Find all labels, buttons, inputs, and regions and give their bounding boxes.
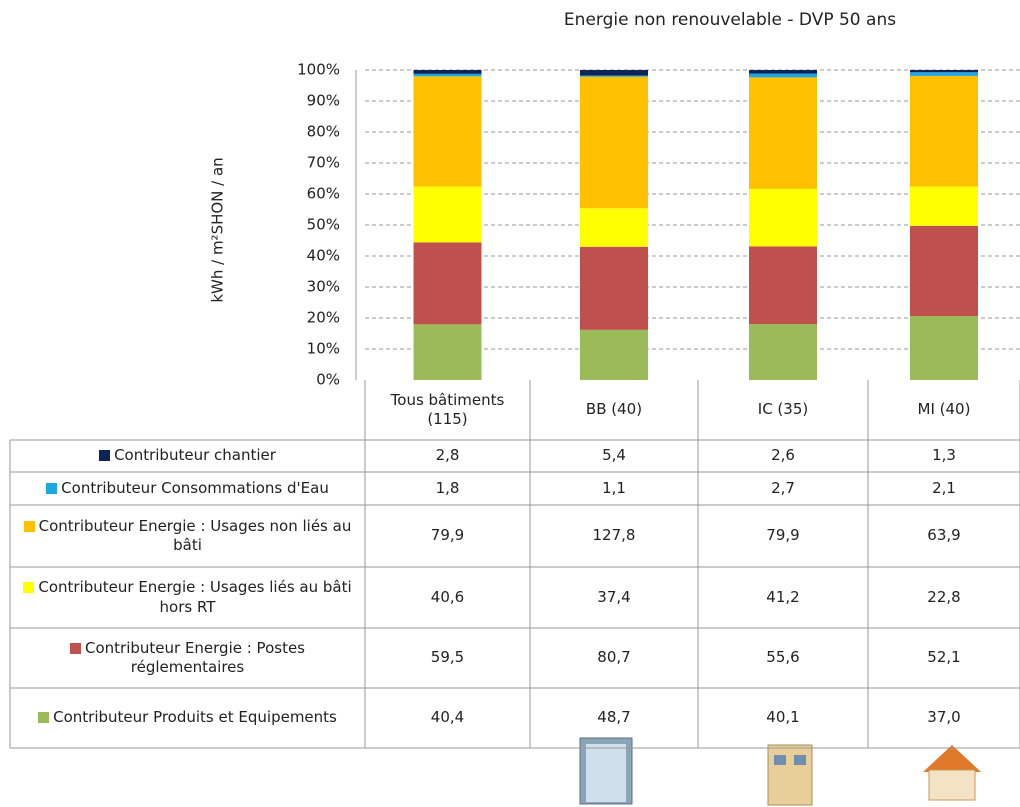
value-cell: 40,6 — [430, 587, 465, 606]
bar-segment — [413, 186, 482, 243]
bar-segment — [910, 315, 978, 380]
value-cell: 48,7 — [597, 708, 631, 727]
legend-cell: Contributeur Produits et Equipements — [10, 688, 365, 748]
y-tick-label: 0% — [316, 371, 340, 389]
y-tick-label: 100% — [297, 61, 340, 79]
bar-segment — [910, 70, 978, 73]
y-tick-label: 10% — [307, 340, 340, 358]
y-axis-label: kWh / m²SHON / an — [209, 157, 227, 302]
legend-swatch — [69, 642, 81, 654]
icon-building — [767, 744, 813, 806]
bar-segment — [580, 70, 648, 76]
category-header: IC (35) — [757, 400, 809, 419]
legend-cell: Contributeur Consommations d'Eau — [10, 472, 365, 505]
bar-segment — [749, 70, 817, 74]
value-cell: 41,2 — [766, 587, 800, 606]
legend-label: Contributeur Energie : Usages non liés a… — [38, 516, 352, 555]
bar-segment — [580, 76, 648, 209]
y-tick-label: 30% — [307, 278, 340, 296]
legend-entry: Contributeur Energie : Postes réglementa… — [14, 639, 361, 678]
bar-segment — [580, 329, 648, 380]
bar-segment — [580, 208, 648, 247]
value-cell: 2,7 — [771, 478, 795, 497]
bar-segment — [749, 77, 817, 189]
value-cell: 55,6 — [766, 648, 800, 667]
y-tick-label: 80% — [307, 123, 340, 141]
icons — [579, 737, 981, 806]
icon-tower-glass — [586, 744, 626, 802]
value-cell: 52,1 — [927, 648, 961, 667]
bar-segment — [910, 225, 978, 316]
legend-entry: Contributeur Consommations d'Eau — [46, 479, 329, 499]
bar-segment — [413, 242, 482, 325]
bar-segment — [910, 75, 978, 187]
value-cell: 40,1 — [766, 708, 800, 727]
bar-segment — [749, 324, 817, 380]
icon-roof — [923, 745, 981, 772]
icon-window — [794, 755, 806, 765]
value-cell: 59,5 — [430, 648, 465, 667]
legend-swatch — [23, 582, 35, 593]
icon-house — [928, 769, 976, 801]
y-tick-label: 70% — [307, 154, 340, 172]
y-tick-label: 50% — [307, 216, 340, 234]
value-cell: 2,1 — [932, 478, 956, 497]
y-tick-label: 20% — [307, 309, 340, 327]
legend-entry: Contributeur Produits et Equipements — [38, 708, 337, 728]
value-cell: 127,8 — [592, 526, 636, 545]
bar-segment — [910, 72, 978, 76]
value-cell: 79,9 — [766, 526, 800, 545]
value-cell: 22,8 — [927, 587, 961, 606]
legend-label: Contributeur chantier — [114, 446, 276, 465]
bar-segment — [413, 76, 482, 187]
chart-title: Energie non renouvelable - DVP 50 ans — [564, 10, 896, 30]
legend-swatch — [46, 482, 58, 494]
bar-segment — [413, 70, 482, 74]
legend-swatch — [38, 712, 50, 724]
y-tick-label: 90% — [307, 92, 340, 110]
bar-segment — [910, 186, 978, 226]
value-cell: 1,8 — [435, 478, 460, 497]
icon-window — [774, 755, 786, 765]
value-cell: 37,0 — [927, 708, 961, 727]
value-cell: 2,8 — [435, 446, 460, 465]
bar-segment — [749, 73, 817, 78]
legend-entry: Contributeur chantier — [99, 446, 276, 466]
legend-swatch — [23, 520, 35, 532]
legend-cell: Contributeur Energie : Usages liés au bâ… — [10, 567, 365, 628]
bar-segment — [413, 324, 482, 380]
value-cell: 63,9 — [927, 526, 961, 545]
bar-segment — [749, 246, 817, 325]
value-cell: 80,7 — [597, 648, 631, 667]
y-tick-label: 60% — [307, 185, 340, 203]
y-tick-label: 40% — [307, 247, 340, 265]
legend-cell: Contributeur Energie : Postes réglementa… — [10, 628, 365, 688]
legend-entry: Contributeur Energie : Usages non liés a… — [14, 517, 361, 556]
legend-label: Contributeur Energie : Usages liés au bâ… — [38, 578, 352, 616]
value-cell: 2,6 — [771, 446, 795, 465]
legend-label: Contributeur Energie : Postes réglementa… — [84, 638, 305, 677]
value-cell: 1,3 — [932, 446, 956, 465]
category-header: BB (40) — [585, 400, 643, 419]
bar-segment — [580, 246, 648, 330]
category-header: Tous bâtiments (115) — [390, 390, 505, 429]
legend-swatch — [99, 450, 111, 462]
value-cell: 79,9 — [430, 526, 465, 545]
bar-segment — [580, 75, 648, 77]
value-cell: 1,1 — [602, 478, 626, 497]
bar-segment — [413, 73, 482, 77]
legend-label: Contributeur Consommations d'Eau — [61, 478, 329, 497]
legend-label: Contributeur Produits et Equipements — [53, 708, 337, 727]
value-cell: 37,4 — [597, 587, 631, 606]
bar-segment — [749, 188, 817, 247]
category-header: MI (40) — [917, 400, 971, 419]
value-cell: 5,4 — [602, 446, 626, 465]
legend-entry: Contributeur Energie : Usages liés au bâ… — [14, 578, 361, 617]
legend-cell: Contributeur chantier — [10, 440, 365, 472]
legend-cell: Contributeur Energie : Usages non liés a… — [10, 505, 365, 567]
value-cell: 40,4 — [430, 708, 465, 727]
